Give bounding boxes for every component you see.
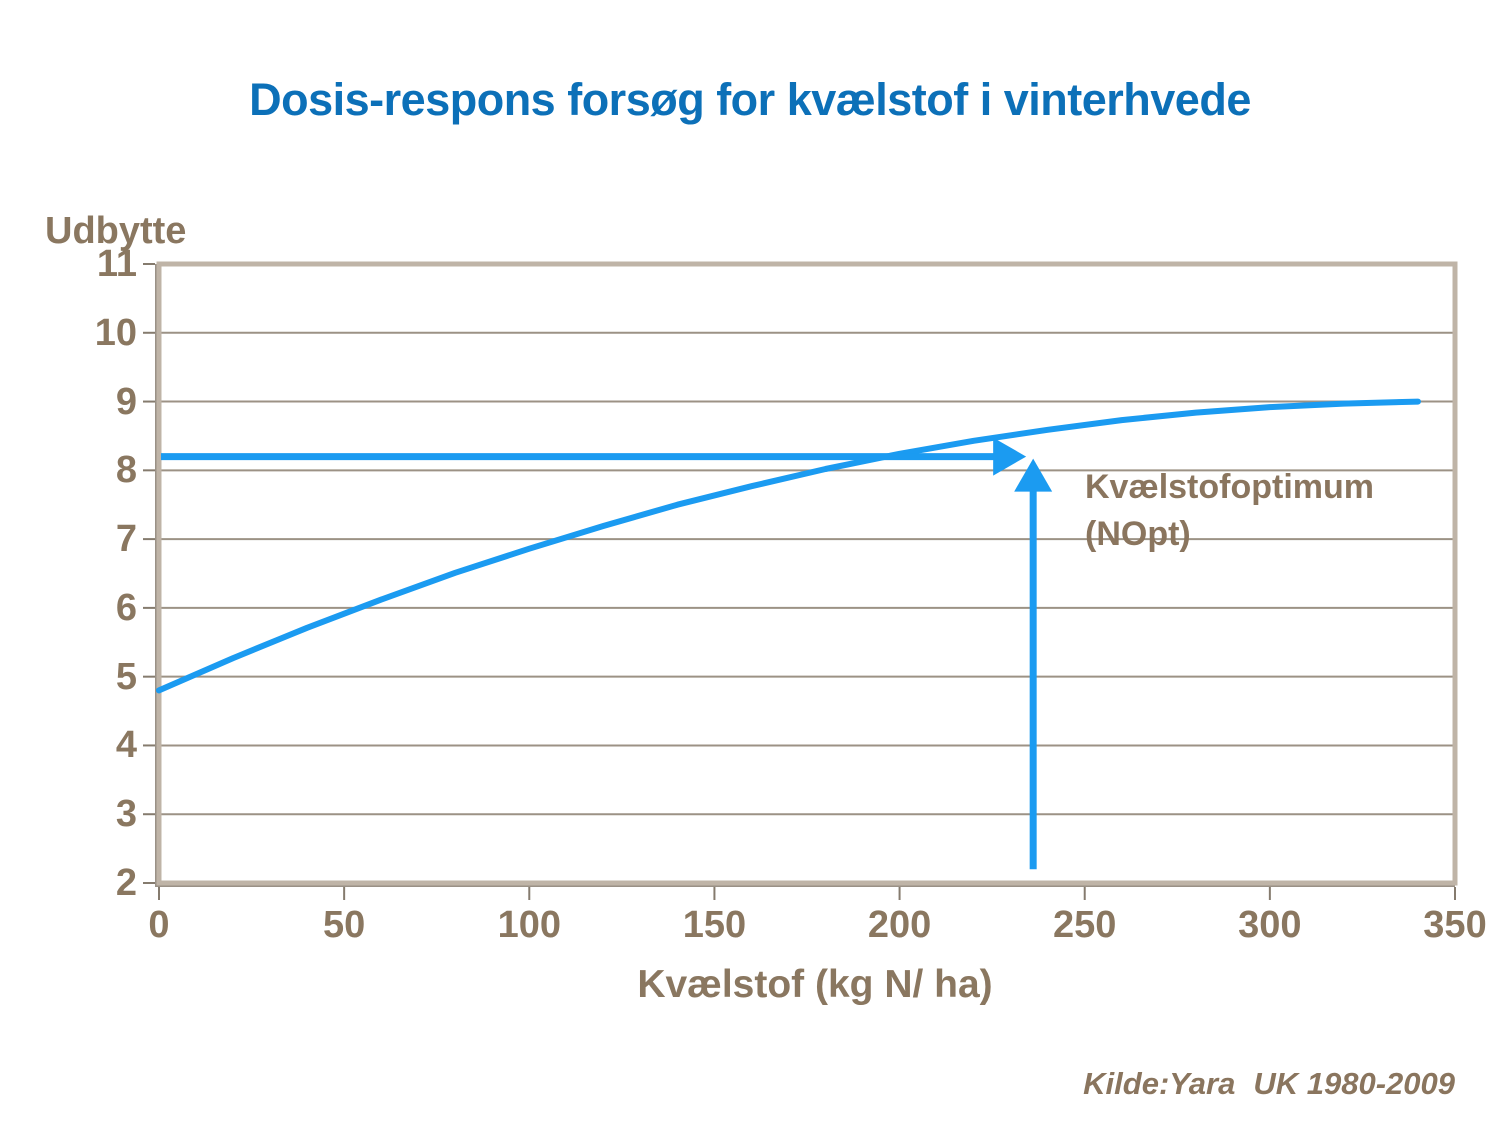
y-tick-label: 8 bbox=[115, 449, 137, 492]
right-arrowhead-icon bbox=[993, 437, 1027, 476]
y-axis-title: Udbytte bbox=[45, 210, 187, 252]
y-tick-label: 2 bbox=[115, 862, 137, 904]
nopt-arrows bbox=[161, 437, 1053, 870]
x-tick-label: 350 bbox=[1423, 904, 1487, 946]
nopt-annotation-line1: Kvælstofoptimum bbox=[1085, 468, 1374, 506]
tick-marks bbox=[143, 263, 1456, 900]
x-tick-label: 0 bbox=[148, 904, 170, 946]
source-credit: Kilde:Yara UK 1980-2009 bbox=[1083, 1066, 1455, 1102]
y-tick-label: 11 bbox=[96, 243, 137, 285]
y-tick-label: 5 bbox=[115, 655, 137, 698]
plot-border bbox=[156, 261, 1458, 886]
source-suffix: UK 1980-2009 bbox=[1253, 1066, 1455, 1101]
y-tick-label: 6 bbox=[115, 586, 137, 629]
x-axis-title: Kvælstof (kg N/ ha) bbox=[637, 963, 993, 1006]
x-tick-label: 200 bbox=[867, 904, 932, 946]
axis-lines bbox=[155, 264, 1455, 887]
y-tick-label: 3 bbox=[115, 793, 137, 836]
y-tick-label: 7 bbox=[115, 518, 137, 561]
x-tick-label: 50 bbox=[323, 904, 366, 946]
x-tick-label: 250 bbox=[1053, 904, 1117, 946]
y-tick-label: 4 bbox=[115, 724, 137, 767]
x-tick-label: 150 bbox=[682, 904, 747, 946]
response-curve bbox=[156, 398, 1421, 694]
up-arrowhead-icon bbox=[1014, 458, 1053, 492]
nopt-annotation-line2: (NOpt) bbox=[1085, 515, 1191, 553]
gridlines bbox=[161, 331, 1453, 816]
x-tick-label: 100 bbox=[497, 904, 561, 946]
y-tick-label: 9 bbox=[115, 380, 137, 423]
chart-title: Dosis-respons forsøg for kvælstof i vint… bbox=[249, 74, 1251, 125]
y-tick-label: 10 bbox=[94, 311, 137, 354]
source-prefix: Kilde:Yara bbox=[1083, 1066, 1236, 1101]
nopt-annotation: Kvælstofoptimum (NOpt) bbox=[1085, 464, 1374, 558]
x-tick-label: 300 bbox=[1238, 904, 1302, 946]
